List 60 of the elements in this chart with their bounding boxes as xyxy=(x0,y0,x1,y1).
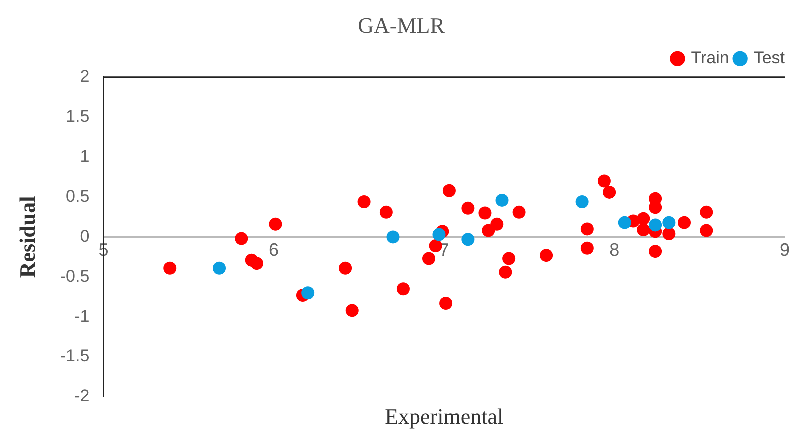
point xyxy=(358,196,371,209)
point xyxy=(462,233,475,246)
point xyxy=(678,216,692,230)
point xyxy=(478,206,492,220)
point xyxy=(618,216,632,230)
y-tick-label: -2 xyxy=(74,386,90,406)
y-axis-title: Residual xyxy=(14,196,40,278)
y-tick-label: 1 xyxy=(80,146,90,166)
point xyxy=(482,224,496,238)
point xyxy=(339,262,352,275)
chart-title: GA-MLR xyxy=(358,12,446,38)
x-axis-title: Experimental xyxy=(385,404,504,429)
point xyxy=(422,252,436,266)
point xyxy=(499,266,512,279)
point xyxy=(662,228,676,241)
point xyxy=(269,218,282,231)
point xyxy=(502,252,516,266)
point xyxy=(540,249,554,262)
point xyxy=(386,230,400,244)
point xyxy=(637,212,650,226)
y-tick-label: -0.5 xyxy=(60,266,90,286)
point xyxy=(700,206,714,219)
point xyxy=(213,262,226,275)
y-tick-label: -1 xyxy=(74,306,90,326)
y-tick-label: 0.5 xyxy=(66,186,90,206)
point xyxy=(164,262,177,275)
point xyxy=(580,242,594,255)
point xyxy=(598,174,611,188)
point xyxy=(637,224,650,237)
x-tick-label: 9 xyxy=(780,240,790,260)
point xyxy=(603,186,616,199)
point xyxy=(235,232,248,246)
legend-label: Test xyxy=(754,48,786,68)
point xyxy=(662,216,676,230)
point xyxy=(440,297,453,310)
point xyxy=(429,239,442,252)
point xyxy=(490,218,504,231)
point xyxy=(649,201,662,214)
y-tick-label: 1.5 xyxy=(66,107,90,126)
point xyxy=(649,218,662,232)
x-tick-label: 6 xyxy=(269,240,280,260)
y-tick-label: 0 xyxy=(80,226,90,246)
point xyxy=(302,286,315,300)
point xyxy=(649,245,662,258)
y-tick-label: -1.5 xyxy=(60,346,90,366)
point xyxy=(462,202,475,215)
point xyxy=(442,184,456,198)
point xyxy=(576,196,589,209)
y-tick-label: 2 xyxy=(80,67,90,86)
point xyxy=(580,222,594,236)
point xyxy=(380,206,393,219)
point xyxy=(250,257,264,270)
point xyxy=(512,206,526,219)
point xyxy=(496,194,509,207)
x-tick-label: 8 xyxy=(610,240,620,260)
legend-label: Train xyxy=(691,48,730,68)
point xyxy=(396,282,410,296)
point xyxy=(700,224,714,238)
point xyxy=(432,228,446,242)
point xyxy=(346,304,359,318)
